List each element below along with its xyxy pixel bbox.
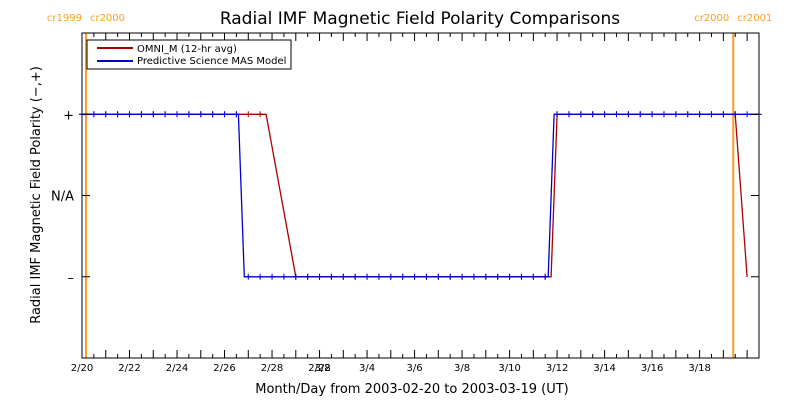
x-axis: 2/20 2/22 2/24 2/26 2/28 2/28 3/4 3/6 3/8 3/10 3/1… <box>71 33 760 374</box>
x-tick-label: 3/16 <box>641 363 663 374</box>
series-marker-1 <box>328 273 335 280</box>
series-marker-1 <box>102 111 109 118</box>
series-marker-1 <box>280 273 287 280</box>
series-marker-1 <box>506 273 513 280</box>
legend-label-omni: OMNI_M (12-hr avg) <box>137 44 237 55</box>
series-marker-1 <box>387 273 394 280</box>
series-marker-1 <box>162 111 169 118</box>
x-tick-label: 3/10 <box>498 363 520 374</box>
series-marker-1 <box>114 111 121 118</box>
x-tick-label: 2/22 <box>118 363 140 374</box>
y-axis-label: Radial IMF Magnetic Field Polarity (−,+) <box>29 66 44 324</box>
series-marker-1 <box>316 273 323 280</box>
carrington-left-label: cr2000 <box>694 13 729 24</box>
series-marker-1 <box>708 111 715 118</box>
series-marker-1 <box>637 111 644 118</box>
series-marker-1 <box>744 111 751 118</box>
series-marker-1 <box>197 111 204 118</box>
series-marker-1 <box>720 111 727 118</box>
x-tick-label: 2/28 <box>261 363 283 374</box>
legend: OMNI_M (12-hr avg) Predictive Science MA… <box>86 39 292 70</box>
series-marker-1 <box>435 273 442 280</box>
y-tick-label: + <box>63 108 74 123</box>
carrington-labels: cr1999 cr2000 cr2000 cr2001 <box>47 13 772 24</box>
series-layer <box>79 111 762 280</box>
carrington-left-label: cr1999 <box>47 13 82 24</box>
series-marker-1 <box>150 111 157 118</box>
series-marker-1 <box>542 273 549 280</box>
series-marker-0 <box>245 111 252 118</box>
series-marker-1 <box>672 111 679 118</box>
series-marker-1 <box>292 273 299 280</box>
series-marker-1 <box>233 111 240 118</box>
series-marker-1 <box>364 273 371 280</box>
series-marker-1 <box>684 111 691 118</box>
series-marker-1 <box>221 111 228 118</box>
series-marker-1 <box>518 273 525 280</box>
series-marker-1 <box>470 273 477 280</box>
plot-frame <box>81 32 760 359</box>
series-marker-1 <box>245 273 252 280</box>
series-marker-1 <box>174 111 181 118</box>
y-tick-label: – <box>68 271 75 286</box>
series-marker-1 <box>138 111 145 118</box>
series-marker-1 <box>482 273 489 280</box>
series-marker-1 <box>185 111 192 118</box>
series-marker-1 <box>459 273 466 280</box>
series-marker-1 <box>696 111 703 118</box>
series-marker-1 <box>399 273 406 280</box>
series-marker-1 <box>732 111 739 118</box>
series-marker-1 <box>269 273 276 280</box>
series-marker-1 <box>565 111 572 118</box>
series-marker-1 <box>494 273 501 280</box>
series-marker-1 <box>411 273 418 280</box>
series-marker-1 <box>589 111 596 118</box>
series-marker-1 <box>554 111 561 118</box>
legend-box <box>86 39 292 70</box>
x-tick-label: 3/8 <box>454 363 470 374</box>
x-tick-label: 3/4 <box>359 363 375 374</box>
y-tick-label: N/A <box>51 190 74 205</box>
series-marker-1 <box>375 273 382 280</box>
series-marker-1 <box>352 273 359 280</box>
x-tick-label: 2/20 <box>71 363 93 374</box>
series-marker-1 <box>660 111 667 118</box>
series-marker-1 <box>577 111 584 118</box>
series-marker-1 <box>423 273 430 280</box>
series-marker-1 <box>126 111 133 118</box>
x-tick-label: 2/28 <box>308 363 330 374</box>
series-marker-1 <box>257 273 264 280</box>
carrington-marker-lines <box>84 33 735 358</box>
x-tick-label: 2/26 <box>213 363 235 374</box>
series-marker-1 <box>447 273 454 280</box>
legend-label-mas: Predictive Science MAS Model <box>137 56 286 67</box>
series-marker-1 <box>340 273 347 280</box>
carrington-right-label: cr2000 <box>90 13 125 24</box>
x-tick-label: 3/2 <box>314 363 330 374</box>
y-axis: + N/A – <box>51 108 759 286</box>
x-tick-label: 3/6 <box>407 363 423 374</box>
series-marker-0 <box>257 111 264 118</box>
series-marker-1 <box>613 111 620 118</box>
x-tick-label: 3/14 <box>593 363 615 374</box>
x-tick-label: 3/18 <box>688 363 710 374</box>
series-marker-1 <box>209 111 216 118</box>
series-marker-1 <box>625 111 632 118</box>
x-tick-label: 2/24 <box>166 363 188 374</box>
carrington-right-label: cr2001 <box>737 13 772 24</box>
chart-title: Radial IMF Magnetic Field Polarity Compa… <box>220 9 620 29</box>
series-line-0 <box>82 113 748 278</box>
series-marker-1 <box>304 273 311 280</box>
series-marker-1 <box>649 111 656 118</box>
series-marker-1 <box>530 273 537 280</box>
series-marker-1 <box>601 111 608 118</box>
x-tick-label: 3/12 <box>546 363 568 374</box>
series-marker-1 <box>90 111 97 118</box>
series-line-1 <box>82 113 759 278</box>
x-axis-label: Month/Day from 2003-02-20 to 2003-03-19 … <box>255 382 568 397</box>
